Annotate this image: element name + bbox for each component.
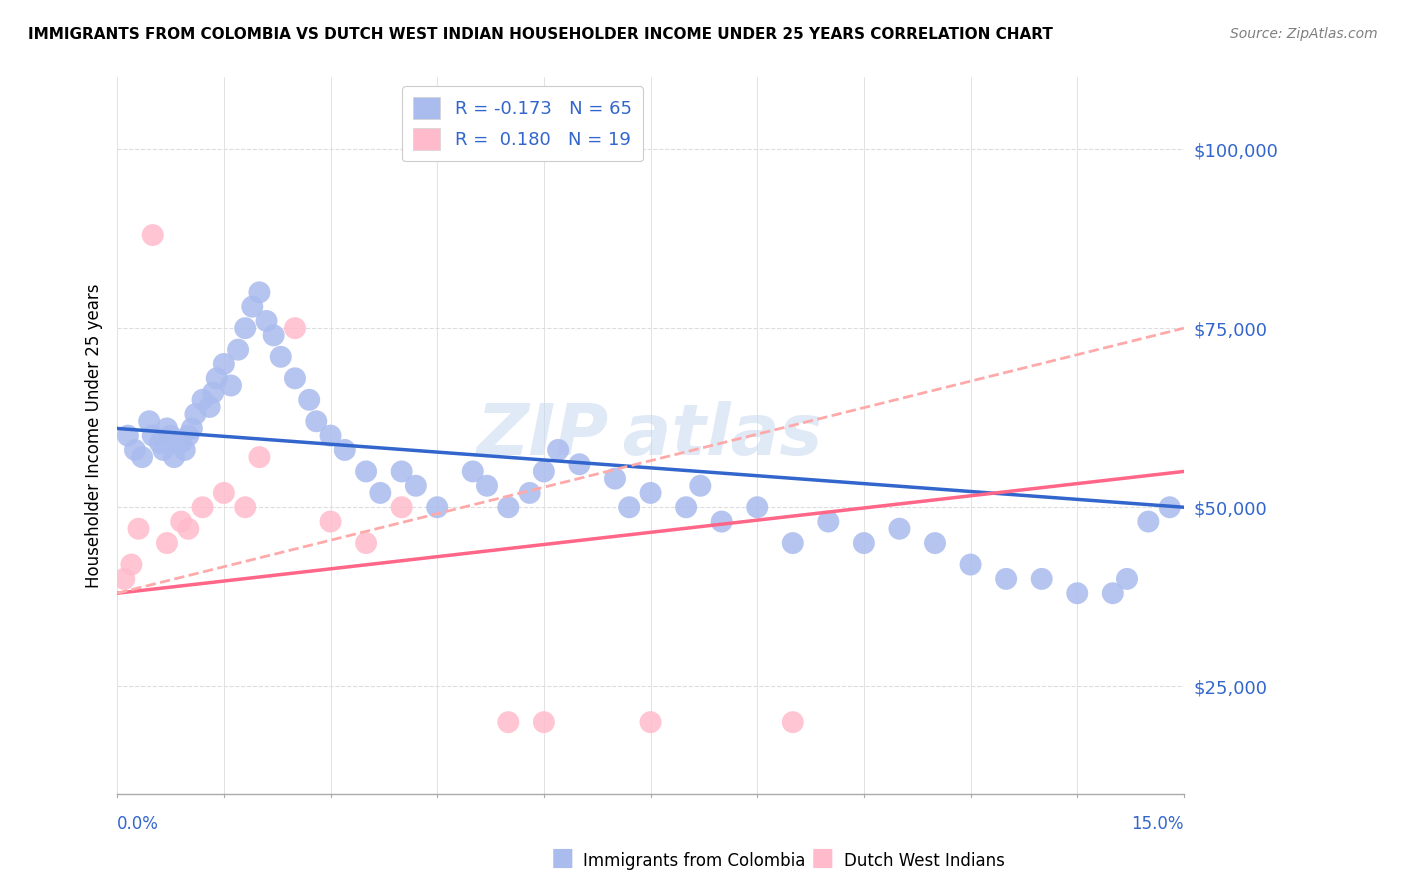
Point [1066,586,1088,600]
Point [710,515,733,529]
Point [212,357,235,371]
Point [533,715,555,730]
Point [298,392,321,407]
Point [889,522,911,536]
Point [924,536,946,550]
Point [603,472,626,486]
Point [391,500,413,515]
Point [640,486,662,500]
Point [240,300,263,314]
Point [498,715,520,730]
Point [391,465,413,479]
Point [212,486,235,500]
Point [249,450,271,464]
Point [354,536,377,550]
Point [519,486,541,500]
Point [533,465,555,479]
Point [354,465,377,479]
Point [817,515,839,529]
Point [1101,586,1123,600]
Point [305,414,328,428]
Point [619,500,641,515]
Point [191,500,214,515]
Point [284,371,307,385]
Point [333,442,356,457]
Point [233,500,256,515]
Point [284,321,307,335]
Point [1116,572,1139,586]
Point [368,486,391,500]
Point [226,343,249,357]
Point [117,428,139,442]
Point [163,450,186,464]
Text: 0.0%: 0.0% [117,815,159,833]
Point [319,515,342,529]
Point [475,479,498,493]
Point [689,479,711,493]
Point [568,457,591,471]
Point [1137,515,1160,529]
Point [1159,500,1181,515]
Point [1031,572,1053,586]
Point [184,407,207,421]
Point [219,378,242,392]
Point [180,421,202,435]
Text: ■: ■ [811,846,834,870]
Point [156,536,179,550]
Point [156,421,179,435]
Point [112,572,135,586]
Text: ZIP atlas: ZIP atlas [478,401,824,470]
Point [205,371,228,385]
Point [177,522,200,536]
Point [173,442,195,457]
Point [640,715,662,730]
Point [198,400,221,414]
Point [852,536,875,550]
Point [152,442,174,457]
Point [782,715,804,730]
Point [782,536,804,550]
Point [959,558,981,572]
Point [405,479,427,493]
Point [256,314,278,328]
Point [142,227,165,242]
Point [138,414,160,428]
Point [270,350,292,364]
Point [426,500,449,515]
Text: 15.0%: 15.0% [1132,815,1184,833]
Point [159,428,181,442]
Point [461,465,484,479]
Text: ■: ■ [551,846,574,870]
Point [319,428,342,442]
Point [202,385,225,400]
Text: Dutch West Indians: Dutch West Indians [844,852,1004,870]
Point [498,500,520,515]
Text: IMMIGRANTS FROM COLOMBIA VS DUTCH WEST INDIAN HOUSEHOLDER INCOME UNDER 25 YEARS : IMMIGRANTS FROM COLOMBIA VS DUTCH WEST I… [28,27,1053,42]
Point [995,572,1018,586]
Point [170,515,193,529]
Point [675,500,697,515]
Point [131,450,153,464]
Point [249,285,271,300]
Text: Immigrants from Colombia: Immigrants from Colombia [583,852,806,870]
Text: Source: ZipAtlas.com: Source: ZipAtlas.com [1230,27,1378,41]
Point [233,321,256,335]
Point [263,328,285,343]
Point [128,522,150,536]
Point [747,500,769,515]
Point [170,435,193,450]
Point [149,435,172,450]
Point [547,442,569,457]
Y-axis label: Householder Income Under 25 years: Householder Income Under 25 years [86,284,103,588]
Point [120,558,142,572]
Point [124,442,146,457]
Point [142,428,165,442]
Point [191,392,214,407]
Legend: R = -0.173   N = 65, R =  0.180   N = 19: R = -0.173 N = 65, R = 0.180 N = 19 [402,87,643,161]
Point [177,428,200,442]
